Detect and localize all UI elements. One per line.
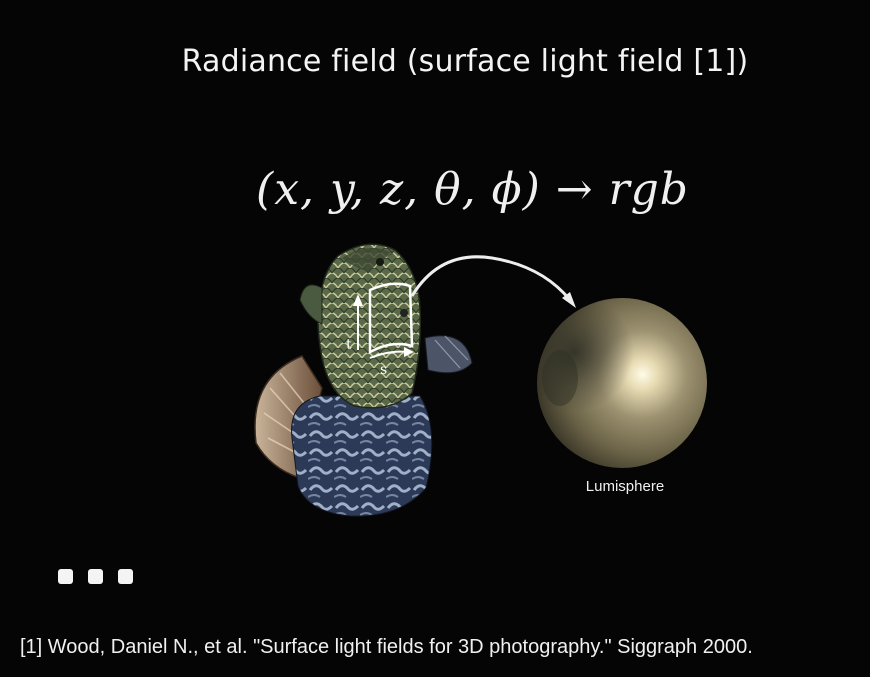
figure-svg: t s (254, 243, 707, 517)
dot (58, 569, 73, 584)
dot (118, 569, 133, 584)
continuation-dots (58, 569, 133, 584)
reference-citation: [1] Wood, Daniel N., et al. "Surface lig… (20, 636, 753, 658)
mapping-arrow (410, 255, 576, 308)
lumisphere-illustration (537, 298, 707, 468)
lumisphere-label: Lumisphere (585, 478, 665, 495)
dot (88, 569, 103, 584)
fish-statue-illustration (254, 243, 473, 517)
slide-title: Radiance field (surface light field [1]) (181, 44, 749, 79)
radiance-formula: (x, y, z, θ, ϕ) → rgb (256, 164, 689, 215)
surface-patch: t s (346, 282, 414, 378)
s-axis-label: s (380, 362, 387, 378)
surface-light-field-figure: t s (230, 228, 730, 528)
t-axis-label: t (346, 337, 352, 353)
